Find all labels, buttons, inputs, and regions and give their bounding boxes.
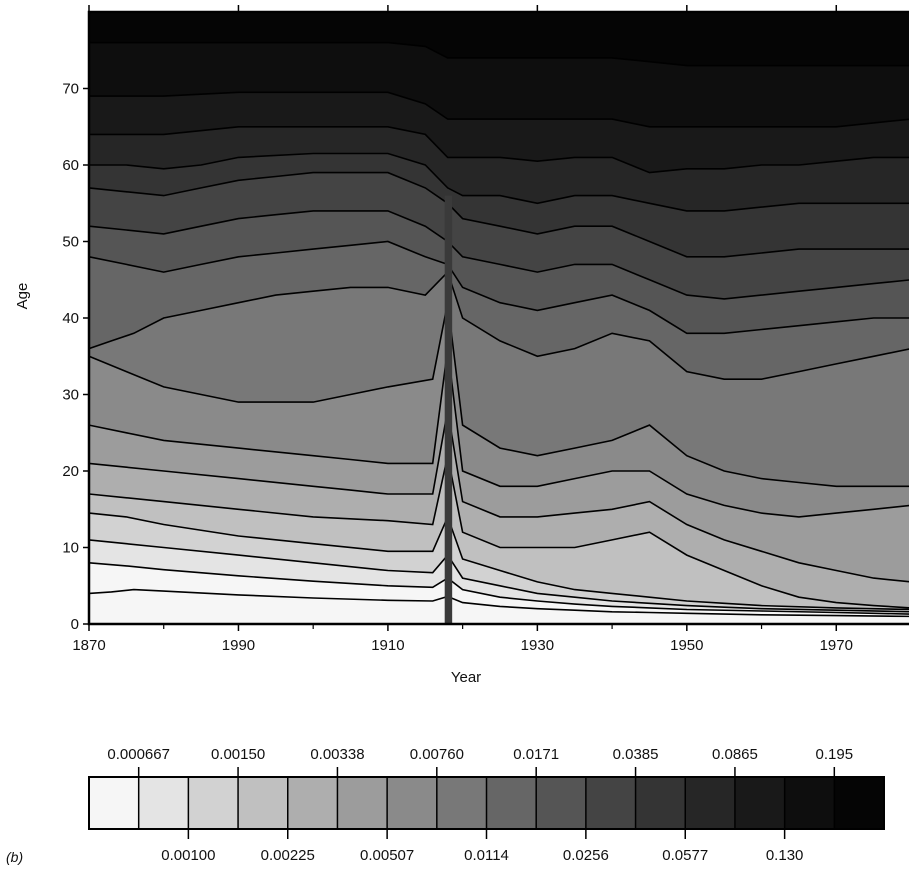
contour-line [89, 588, 909, 618]
legend-upper-label: 0.195 [816, 746, 854, 763]
contour-line [89, 270, 909, 380]
legend-swatch [585, 777, 637, 829]
legend-swatch [89, 777, 140, 829]
legend-swatch [287, 777, 338, 829]
legend-upper-labels: 0.000667 0.00150 0.00338 0.00760 0.0171 0.038… [107, 746, 853, 763]
shaded-bands [89, 12, 909, 624]
panel-label: (b) [6, 849, 23, 865]
legend-swatch [685, 777, 736, 829]
legend-upper-label: 0.00338 [310, 746, 364, 763]
y-tick-label: 20 [62, 463, 79, 480]
legend-swatch [138, 777, 189, 829]
legend-swatch [387, 777, 438, 829]
legend-swatch [337, 777, 388, 829]
legend-lower-label: 0.130 [766, 847, 804, 864]
legend-lower-label: 0.00100 [161, 847, 215, 864]
legend-lower-label: 0.00225 [261, 847, 315, 864]
x-tick-label: 1930 [521, 637, 554, 654]
contour-line [89, 171, 909, 258]
x-tick-label: 1910 [371, 637, 404, 654]
legend-swatch [834, 777, 885, 829]
x-axis: 1870 1990 1910 1930 1950 1970 [72, 5, 853, 654]
legend-upper-label: 0.0865 [712, 746, 758, 763]
legend-lower-label: 0.0256 [563, 847, 609, 864]
y-tick-label: 70 [62, 81, 79, 98]
contour-line [89, 409, 909, 583]
legend-upper-label: 0.00150 [211, 746, 265, 763]
legend-swatch [238, 777, 289, 829]
legend-upper-label: 0.0385 [613, 746, 659, 763]
legend-upper-label: 0.0171 [513, 746, 559, 763]
x-tick-label: 1950 [670, 637, 703, 654]
y-tick-label: 30 [62, 387, 79, 404]
legend-swatch [188, 777, 239, 829]
x-axis-title: Year [451, 669, 481, 686]
contour-line [89, 539, 909, 613]
legend-lower-label: 0.0577 [662, 847, 708, 864]
contour-line [89, 41, 909, 67]
legend-swatch [436, 777, 487, 829]
ww1-mortality-spike [444, 195, 453, 624]
contour-line [89, 91, 909, 128]
legend-ticks [137, 767, 836, 839]
shade-legend: 0.000667 0.00150 0.00338 0.00760 0.0171 0.038… [88, 746, 885, 864]
contour-line [89, 455, 909, 609]
y-tick-label: 40 [62, 310, 79, 327]
x-tick-label: 1970 [820, 637, 853, 654]
legend-lower-labels: 0.00100 0.00225 0.00507 0.0114 0.0256 0.0577 0… [161, 847, 803, 864]
legend-swatch [486, 777, 537, 829]
legend-swatch [536, 777, 587, 829]
y-tick-label: 60 [62, 157, 79, 174]
contour-line [89, 302, 909, 488]
legend-lower-label: 0.00507 [360, 847, 414, 864]
y-axis-title: Age [14, 283, 31, 310]
contour-line [89, 562, 909, 615]
legend-upper-label: 0.00760 [410, 746, 464, 763]
contour-line [89, 210, 909, 300]
legend-swatch [635, 777, 686, 829]
legend-swatches [89, 777, 885, 829]
contour-line [89, 240, 909, 335]
contour-line [89, 512, 909, 611]
legend-swatch [734, 777, 786, 829]
contour-line [89, 152, 909, 212]
contour-line [89, 348, 909, 518]
legend-upper-label: 0.000667 [107, 746, 170, 763]
x-tick-label: 1870 [72, 637, 105, 654]
y-tick-label: 10 [62, 540, 79, 557]
contour-line [89, 126, 909, 174]
legend-swatch [784, 777, 835, 829]
y-tick-label: 50 [62, 234, 79, 251]
y-tick-label: 0 [71, 616, 79, 633]
contour-plot-area [87, 10, 909, 626]
legend-lower-label: 0.0114 [464, 847, 509, 864]
x-tick-label: 1990 [222, 637, 255, 654]
spike-streak [444, 195, 453, 624]
y-axis: 0 10 20 30 40 50 60 70 [62, 81, 89, 633]
